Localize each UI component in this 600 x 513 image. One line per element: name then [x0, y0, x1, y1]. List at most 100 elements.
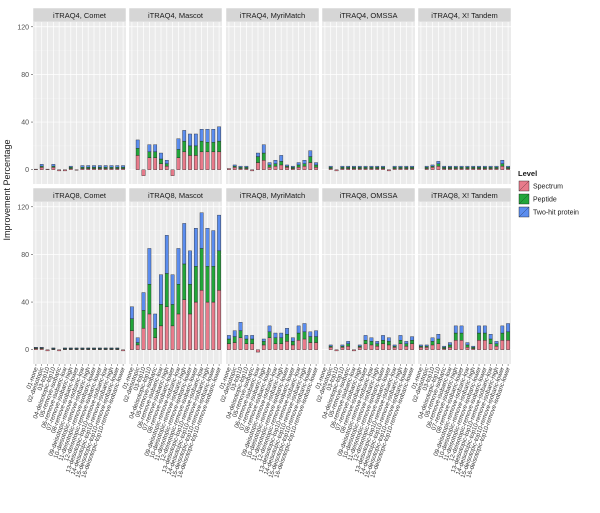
bar-spectrum-8	[363, 343, 368, 350]
panel-title: iTRAQ8, Comet	[53, 191, 107, 200]
bar-peptide-14	[205, 142, 210, 153]
bar-spectrum-1	[419, 347, 423, 350]
bar-spectrum-5	[153, 157, 158, 170]
bar-two-hit-protein-8	[267, 325, 272, 333]
bar-two-hit-protein-13	[392, 165, 397, 168]
bar-spectrum-12	[482, 168, 487, 170]
bar-spectrum-13	[296, 340, 301, 350]
bar-spectrum-6	[159, 325, 163, 350]
bar-spectrum-4	[244, 168, 249, 170]
bar-spectrum-5	[57, 349, 62, 352]
bar-peptide-6	[352, 167, 356, 169]
bar-two-hit-protein-5	[442, 345, 447, 348]
bar-peptide-7	[261, 341, 266, 346]
bar-two-hit-protein-4	[436, 334, 441, 340]
bar-spectrum-10	[279, 164, 284, 170]
bar-two-hit-protein-15	[404, 341, 409, 344]
bar-spectrum-6	[63, 169, 67, 172]
bar-peptide-11	[477, 332, 481, 341]
panel-background	[33, 22, 126, 184]
bar-peptide-8	[267, 331, 272, 338]
bar-peptide-16	[410, 167, 414, 169]
panel-background	[226, 22, 319, 184]
bar-peptide-11	[285, 165, 289, 168]
bar-spectrum-9	[273, 343, 278, 350]
panels-layer: iTRAQ4, Comet iTRAQ4, Mascot iTRAQ4, MyriM…	[32, 7, 512, 364]
bar-peptide-15	[404, 167, 409, 169]
bar-spectrum-9	[80, 168, 85, 170]
bar-spectrum-13	[392, 347, 397, 350]
bar-peptide-13	[296, 332, 301, 341]
bar-two-hit-protein-7	[68, 165, 73, 168]
legend: Level Spectrum Peptide Two-hit protein	[518, 169, 579, 218]
bar-two-hit-protein-2	[424, 344, 429, 347]
bar-peptide-9	[176, 284, 181, 315]
bar-two-hit-protein-9	[465, 165, 470, 168]
bar-two-hit-protein-9	[369, 337, 374, 342]
bar-spectrum-12	[193, 155, 198, 170]
bar-peptide-7	[261, 152, 266, 161]
bar-peptide-14	[398, 340, 403, 344]
bar-spectrum-16	[506, 340, 510, 350]
bar-two-hit-protein-10	[375, 341, 380, 344]
bar-spectrum-6	[159, 163, 163, 170]
bar-peptide-15	[500, 163, 505, 167]
bar-spectrum-7	[164, 165, 169, 170]
bar-two-hit-protein-5	[250, 335, 255, 340]
panel-itraq8-omssa: iTRAQ8, OMSSA	[321, 187, 416, 364]
bar-peptide-6	[448, 344, 452, 348]
bar-two-hit-protein-12	[290, 165, 295, 168]
bar-spectrum-15	[308, 342, 313, 350]
bar-two-hit-protein-3	[430, 164, 435, 167]
bar-peptide-5	[153, 151, 158, 158]
bar-peptide-13	[199, 248, 204, 291]
bar-two-hit-protein-12	[97, 347, 102, 349]
bar-spectrum-5	[442, 168, 447, 170]
legend-label-two-hit-protein: Two-hit protein	[533, 210, 579, 217]
panel-background	[418, 202, 511, 364]
bar-spectrum-14	[398, 168, 403, 170]
bar-two-hit-protein-7	[357, 165, 362, 168]
bar-peptide-2	[232, 336, 237, 343]
bar-spectrum-15	[115, 168, 120, 170]
bar-peptide-9	[465, 167, 470, 169]
bar-peptide-10	[279, 161, 284, 166]
bar-peptide-2	[424, 167, 429, 169]
bar-two-hit-protein-14	[494, 341, 499, 344]
panel-title: iTRAQ4, X! Tandem	[431, 11, 498, 20]
bar-two-hit-protein-5	[153, 313, 158, 329]
bar-two-hit-protein-10	[471, 165, 476, 168]
bar-spectrum-15	[308, 162, 313, 170]
bar-two-hit-protein-9	[273, 160, 278, 164]
panel-itraq4-x-tandem: iTRAQ4, X! Tandem	[417, 7, 512, 184]
bar-spectrum-3	[141, 169, 146, 176]
bar-two-hit-protein-7	[68, 347, 73, 349]
bar-spectrum-10	[182, 151, 187, 170]
bar-two-hit-protein-9	[273, 332, 278, 338]
bar-peptide-4	[147, 151, 152, 158]
bar-two-hit-protein-8	[363, 335, 368, 341]
x-axes-layer: 01-none02-deisotopic03-top1004-deisotopi…	[25, 364, 512, 479]
panel-background	[33, 202, 126, 364]
bar-two-hit-protein-12	[290, 337, 295, 342]
bar-peptide-15	[211, 266, 216, 303]
panel-background	[418, 22, 511, 184]
bar-spectrum-15	[211, 151, 216, 170]
bar-spectrum-16	[217, 289, 221, 350]
bar-two-hit-protein-13	[199, 212, 204, 249]
bar-peptide-10	[279, 337, 284, 344]
bar-two-hit-protein-10	[86, 165, 91, 168]
bar-peptide-2	[328, 345, 333, 348]
bar-spectrum-4	[244, 343, 249, 350]
bar-peptide-11	[188, 284, 192, 315]
bar-spectrum-1	[34, 168, 38, 170]
bar-peptide-8	[363, 167, 368, 169]
bar-peptide-2	[135, 148, 140, 156]
bar-peptide-9	[369, 341, 374, 346]
bar-peptide-14	[494, 343, 499, 347]
bar-spectrum-8	[267, 167, 272, 170]
bar-two-hit-protein-15	[404, 165, 409, 168]
bar-two-hit-protein-12	[482, 165, 487, 168]
bar-peptide-11	[381, 167, 385, 169]
bar-spectrum-2	[424, 168, 429, 170]
